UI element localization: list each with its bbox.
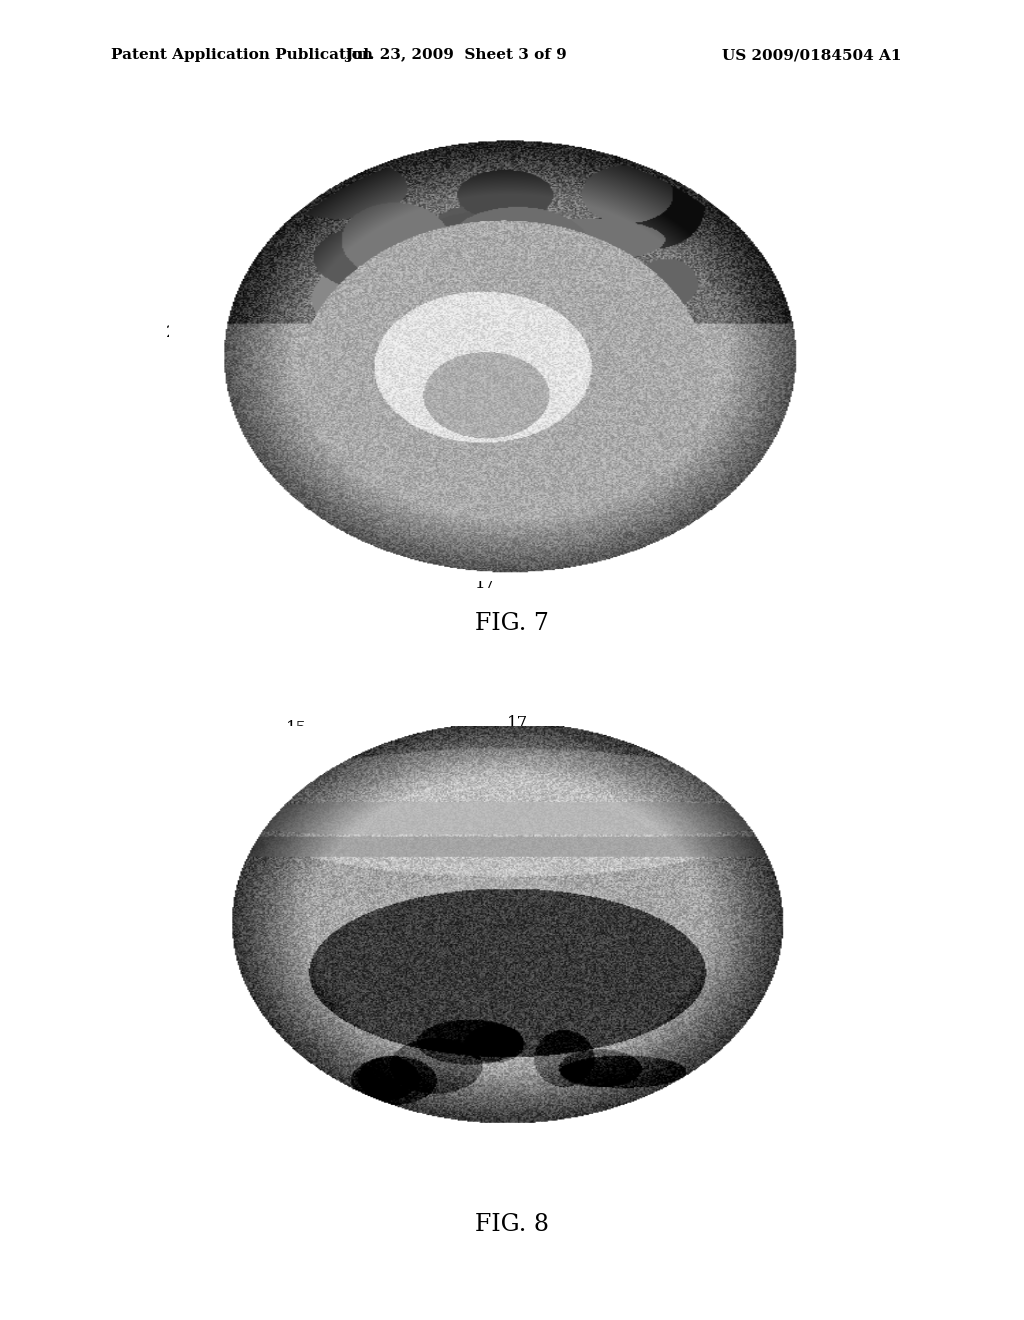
Text: 21: 21 <box>230 1117 251 1133</box>
Text: 15: 15 <box>287 721 307 737</box>
Text: 17: 17 <box>475 576 496 591</box>
Text: 13: 13 <box>721 909 741 925</box>
Text: 15: 15 <box>200 496 220 512</box>
Text: 13: 13 <box>745 388 766 404</box>
Text: FIG. 7: FIG. 7 <box>475 611 549 635</box>
Text: US 2009/0184504 A1: US 2009/0184504 A1 <box>722 49 901 62</box>
Text: Jul. 23, 2009  Sheet 3 of 9: Jul. 23, 2009 Sheet 3 of 9 <box>345 49 566 62</box>
Text: 21: 21 <box>606 148 627 164</box>
Text: Patent Application Publication: Patent Application Publication <box>111 49 373 62</box>
Text: 23: 23 <box>166 325 186 341</box>
Text: 17: 17 <box>507 715 527 731</box>
Text: 17: 17 <box>558 755 579 771</box>
Text: FIG. 8: FIG. 8 <box>475 1213 549 1237</box>
